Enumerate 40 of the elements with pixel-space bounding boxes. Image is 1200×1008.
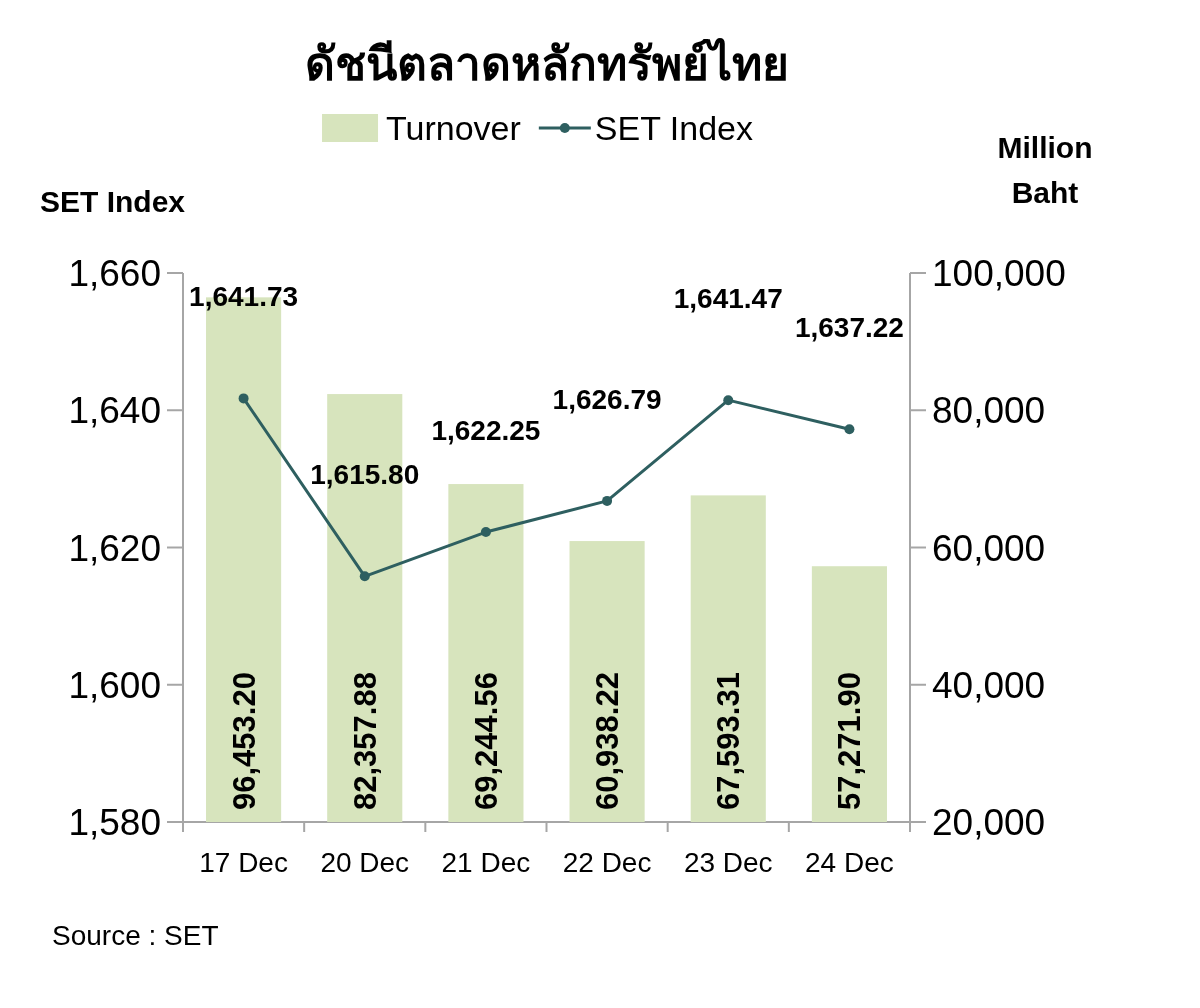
point [844,424,855,435]
ytick: 1,640 [68,390,161,432]
y2tick: 40,000 [932,664,1046,706]
legend-label: SET Index [594,109,753,147]
line-label: 1,641.47 [673,283,783,315]
xtick: 21 Dec [441,847,531,878]
title: ดัชนีตลาดหลักทรัพย์ไทย [304,38,789,90]
y2tick: 80,000 [932,390,1046,432]
line-label: 1,637.22 [794,312,904,344]
ytick: 1,620 [68,527,161,569]
y2tick: 20,000 [932,802,1046,843]
bar-label: 57,271.90 [832,672,868,810]
bar-label: 60,938.22 [590,672,626,810]
bar-label: 69,244.56 [468,672,504,810]
y2label: Million Baht [997,131,1093,209]
line-label: 1,641.73 [189,281,299,313]
line-label: 1,626.79 [552,383,662,415]
bar-label: 96,453.20 [226,672,262,810]
xtick: 23 Dec [683,847,773,878]
bar-label: 67,593.31 [711,672,747,810]
xtick: 20 Dec [320,847,410,878]
ytick: 1,660 [68,253,161,294]
bar-label: 82,357.88 [347,672,383,810]
ytick: 1,580 [68,802,161,843]
line-label: 1,615.80 [310,459,420,491]
ytick: 1,600 [68,664,161,706]
xtick: 24 Dec [805,847,894,878]
y2tick: 60,000 [932,527,1046,569]
annotation: Source : SET [52,920,219,951]
y2tick: 100,000 [932,253,1066,294]
line-label: 1,622.25 [431,415,541,447]
xtick: 17 Dec [199,847,288,878]
xtick: 22 Dec [562,847,652,878]
point [359,571,370,582]
legend-label: Turnover [386,109,521,147]
ylabel: SET Index [40,185,186,218]
point [723,395,734,406]
point [602,495,613,506]
point [480,527,491,538]
point [238,393,249,404]
